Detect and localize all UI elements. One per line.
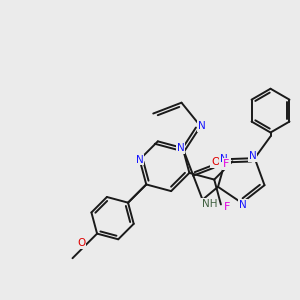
Text: N: N [177,143,184,153]
Text: F: F [223,159,230,169]
Text: NH: NH [202,199,217,209]
Text: N: N [239,200,247,210]
Text: N: N [136,154,143,165]
Text: O: O [77,238,86,248]
Text: O: O [212,157,220,167]
Text: N: N [249,151,256,161]
Text: N: N [198,121,206,131]
Text: N: N [220,154,228,164]
Text: F: F [224,202,230,212]
